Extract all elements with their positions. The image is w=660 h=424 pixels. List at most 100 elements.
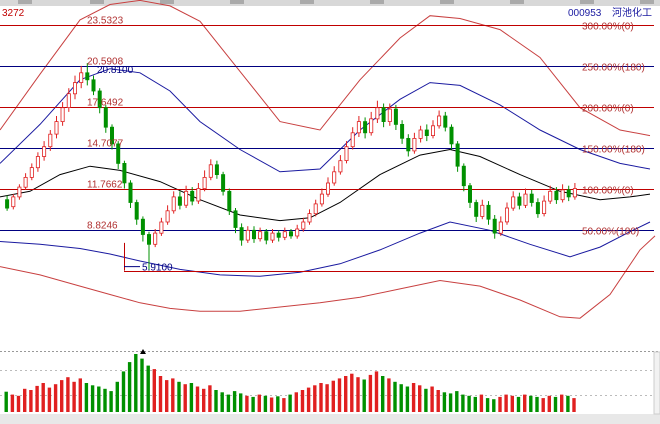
- volume-bar: [263, 395, 268, 412]
- volume-bar: [356, 377, 360, 412]
- annotation-label: 5.9100: [142, 263, 173, 274]
- volume-bar: [306, 387, 311, 412]
- volume-bar: [195, 386, 200, 412]
- candle-up: [153, 232, 158, 245]
- candle-down: [393, 108, 398, 125]
- volume-bar: [29, 390, 33, 412]
- volume-bar: [541, 398, 545, 412]
- candle-up: [325, 182, 330, 195]
- candle-down: [122, 162, 127, 184]
- candle-down: [221, 174, 226, 192]
- volume-bar: [208, 385, 212, 412]
- candle-up: [548, 190, 553, 202]
- candle-down: [140, 218, 145, 235]
- candle-down: [288, 231, 293, 237]
- volume-bar: [115, 381, 119, 412]
- candle-up: [387, 108, 392, 122]
- bands: [0, 0, 656, 319]
- level-left-label: 11.7662: [87, 180, 123, 191]
- volume-bar: [479, 394, 484, 412]
- volume-bar: [146, 365, 150, 412]
- date-tick: [370, 0, 384, 4]
- bottom-axis: [0, 414, 660, 424]
- volume-bar: [158, 376, 163, 412]
- date-tick: [580, 0, 594, 4]
- candle-up: [54, 121, 59, 135]
- candle-up: [350, 132, 355, 148]
- level-right-label: 50.00%(180): [582, 227, 639, 238]
- volume-bar: [134, 354, 138, 412]
- volume-bar: [473, 396, 477, 412]
- date-tick: [440, 0, 454, 4]
- candle-down: [517, 196, 522, 206]
- candle-down: [134, 202, 139, 220]
- volume-bar: [78, 378, 82, 412]
- volume-bar: [288, 394, 292, 412]
- level-left-label: 23.5323: [87, 16, 124, 27]
- candle-up: [523, 193, 528, 206]
- volume-peak-marker: [140, 349, 146, 354]
- volume-bar: [350, 373, 354, 412]
- stock-code: 000953: [568, 8, 602, 19]
- date-tick: [230, 0, 244, 4]
- volume-bar: [368, 374, 373, 412]
- candle-up: [332, 171, 337, 184]
- candle-up: [437, 115, 442, 127]
- level-left-label: 8.8246: [87, 221, 118, 232]
- fib-lines: [0, 25, 654, 272]
- volume-bar: [436, 390, 440, 412]
- candle-up: [245, 229, 250, 241]
- candle-down: [190, 190, 195, 202]
- level-right-label: 150.00%(180): [582, 145, 645, 156]
- candle-down: [276, 232, 281, 238]
- volume-bar: [41, 383, 45, 412]
- right-scroll-strip: [653, 351, 660, 415]
- candle-up: [295, 228, 300, 237]
- candle-down: [492, 218, 497, 234]
- candle-up: [23, 176, 28, 188]
- candle-down: [110, 126, 115, 145]
- level-right-label: 200.00%(0): [582, 104, 634, 115]
- volume-bar: [214, 390, 218, 412]
- volume-bar: [344, 376, 348, 412]
- candle-up: [480, 204, 485, 217]
- candle-up: [208, 164, 213, 178]
- candle-down: [406, 137, 411, 152]
- volume-bar: [492, 399, 496, 412]
- candle-up: [48, 133, 53, 148]
- left-code: 3272: [2, 8, 25, 19]
- candle-up: [29, 167, 34, 178]
- level-right-label: 300.00%(0): [582, 22, 634, 33]
- volume-bar: [430, 386, 434, 412]
- volume-bar: [4, 391, 8, 412]
- volume-bar: [152, 369, 156, 412]
- date-tick: [300, 0, 314, 4]
- volume-bar: [362, 379, 366, 412]
- candle-up: [42, 146, 47, 157]
- volume-bar: [387, 378, 391, 412]
- candle-down: [233, 210, 238, 228]
- candle-up: [356, 121, 361, 134]
- volume-bar: [282, 398, 286, 412]
- volume-bar: [331, 380, 335, 412]
- volume-bar: [23, 388, 27, 412]
- volume-bar: [165, 380, 169, 412]
- volume-bar: [53, 384, 58, 412]
- candle-down: [449, 126, 454, 145]
- candle-down: [566, 189, 571, 198]
- volume-bar: [294, 392, 298, 412]
- volume-bar: [66, 377, 70, 412]
- candle-up: [369, 118, 374, 134]
- candle-up: [66, 93, 71, 108]
- level-right-label: 250.00%(180): [582, 63, 645, 74]
- candle-down: [381, 107, 386, 122]
- volume-bar: [381, 376, 385, 412]
- candle-down: [486, 204, 491, 220]
- volume-bar: [461, 394, 465, 412]
- candle-down: [455, 143, 460, 167]
- volume-bar: [411, 383, 416, 412]
- candle-down: [239, 227, 244, 241]
- candle-down: [363, 121, 368, 134]
- stock-name: 河池化工: [612, 6, 652, 19]
- volume-bar: [529, 395, 533, 412]
